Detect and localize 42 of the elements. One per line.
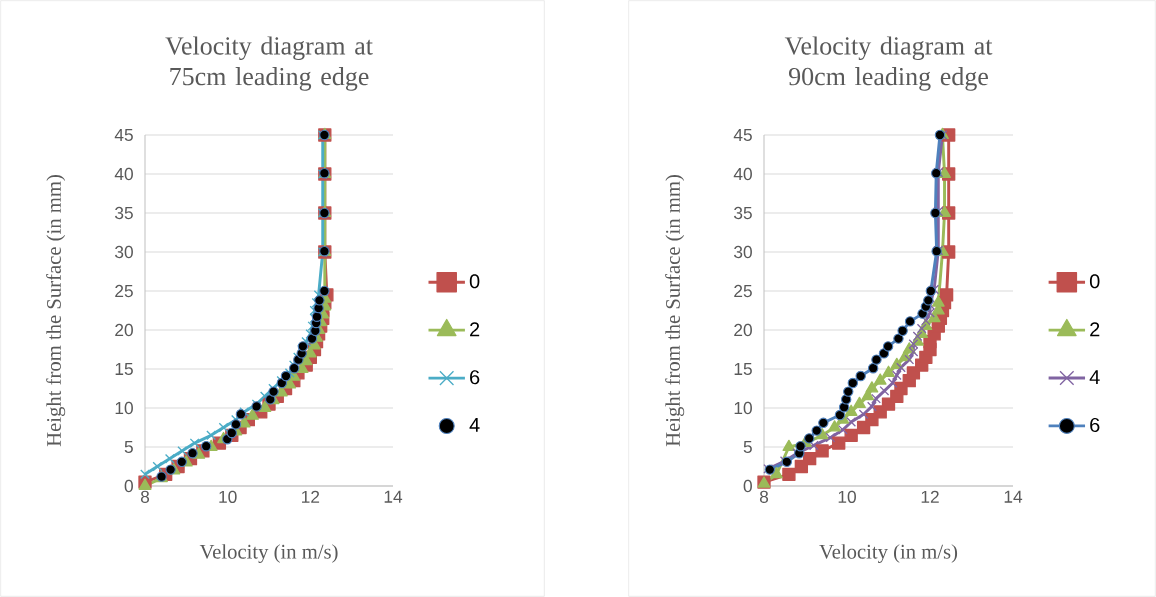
y-axis-title: Height from the Surface (in mm)	[46, 175, 66, 447]
legend-label: 0	[469, 274, 480, 289]
x-tick-label: 8	[140, 490, 150, 503]
y-tick-label: 30	[115, 245, 133, 259]
y-axis-title: Height from the Surface (in mm)	[665, 175, 685, 447]
y-tick-label: 15	[734, 362, 752, 376]
y-tick-label: 30	[734, 245, 752, 259]
x-tick-label: 12	[302, 490, 320, 503]
x-tick-label: 10	[838, 490, 856, 503]
x-axis-title: Velocity (in m/s)	[819, 544, 958, 563]
y-tick-label: 35	[115, 206, 133, 220]
x-tick-label: 8	[759, 490, 769, 503]
y-tick-label: 0	[124, 479, 133, 493]
legend-label: 6	[1090, 417, 1100, 433]
chart-title: Velocity diagram at 75cm leading edge	[165, 36, 373, 91]
legend-label: 4	[1089, 370, 1100, 384]
x-tick-label: 14	[1004, 490, 1023, 503]
x-axis-title: Velocity (in m/s)	[199, 544, 338, 563]
legend-label: 0	[1089, 274, 1100, 289]
y-tick-label: 20	[734, 323, 752, 337]
legend-label: 2	[470, 322, 480, 337]
x-tick-label: 12	[921, 490, 939, 503]
legend-label: 6	[470, 370, 480, 385]
y-tick-label: 40	[114, 167, 133, 181]
y-tick-label: 25	[734, 284, 752, 298]
legend-label: 4	[469, 418, 480, 432]
y-tick-label: 20	[115, 323, 133, 337]
y-tick-label: 25	[115, 284, 133, 298]
chart-title: Velocity diagram at 90cm leading edge	[784, 36, 993, 91]
y-tick-label: 5	[743, 440, 752, 454]
y-tick-label: 45	[114, 128, 133, 142]
y-tick-label: 10	[115, 401, 133, 415]
y-tick-label: 15	[115, 362, 133, 376]
y-tick-label: 45	[733, 128, 752, 142]
x-tick-label: 14	[384, 490, 403, 503]
x-tick-label: 10	[219, 490, 237, 503]
y-tick-label: 0	[743, 479, 752, 493]
y-tick-label: 5	[124, 440, 133, 454]
y-tick-label: 10	[734, 401, 752, 415]
legend-label: 2	[1090, 322, 1100, 337]
y-tick-label: 40	[733, 167, 752, 181]
y-tick-label: 35	[734, 206, 752, 220]
